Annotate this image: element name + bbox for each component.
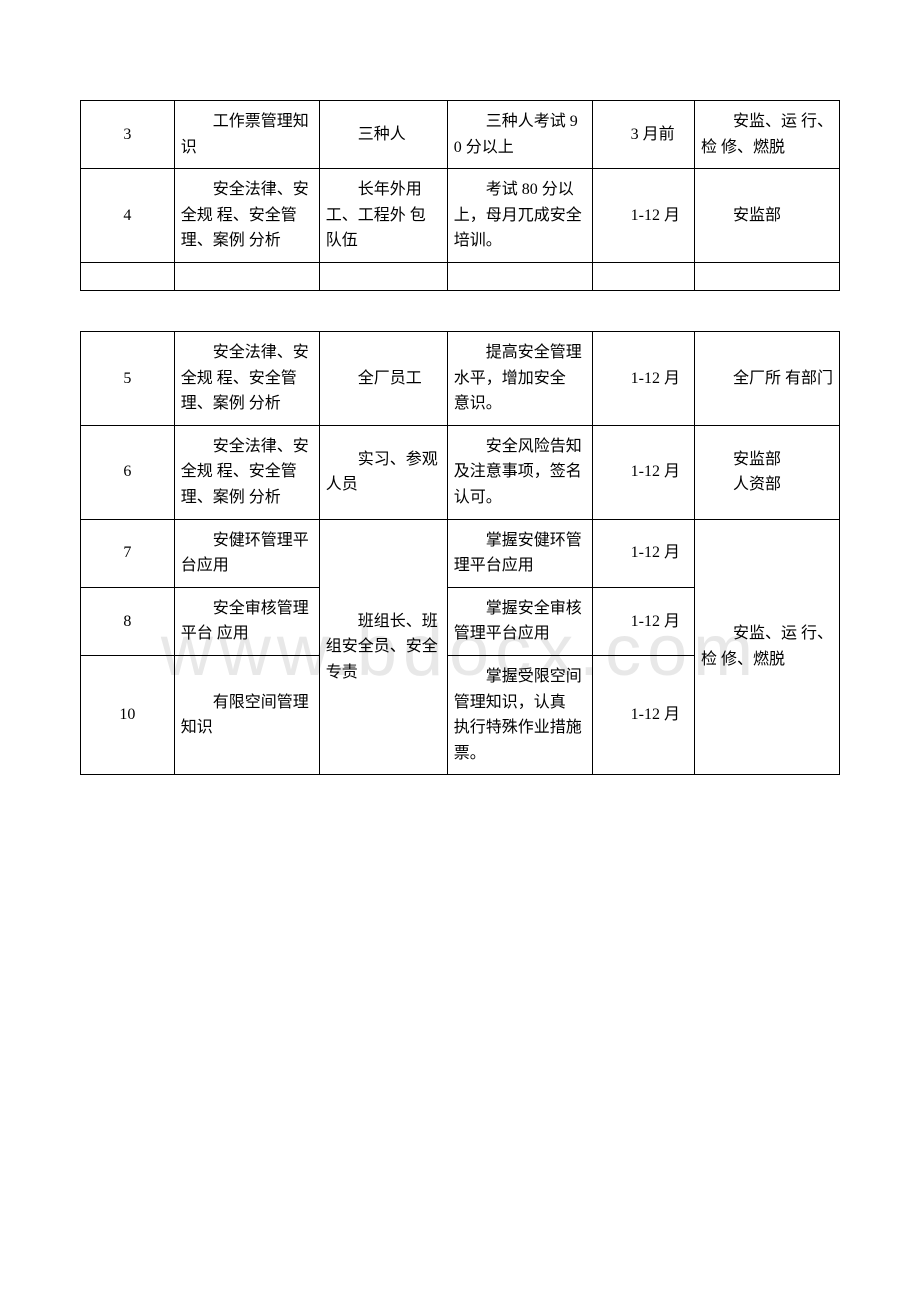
cell-content: 工作票管理知识 (174, 101, 319, 169)
cell-content: 安健环管理平台应用 (174, 519, 319, 587)
cell-index: 7 (81, 519, 175, 587)
cell-time: 1-12 月 (592, 519, 694, 587)
cell-target-merged: 班组长、班 组安全员、安全专责 (319, 519, 447, 775)
cell-content: 有限空间管理知识 (174, 655, 319, 774)
table-row: 3 工作票管理知识 三种人 三种人考试 90 分以上 3 月前 安监、运 行、检… (81, 101, 840, 169)
cell-index: 6 (81, 425, 175, 519)
cell-goal: 三种人考试 90 分以上 (447, 101, 592, 169)
table-row: 5 安全法律、安全规 程、安全管理、案例 分析 全厂员工 提高安全管理水平，增加… (81, 331, 840, 425)
table-row-empty (81, 262, 840, 290)
cell-time: 3 月前 (592, 101, 694, 169)
table-2: 5 安全法律、安全规 程、安全管理、案例 分析 全厂员工 提高安全管理水平，增加… (80, 331, 840, 775)
cell-content: 安全法律、安全规 程、安全管理、案例 分析 (174, 169, 319, 263)
cell-target: 实习、参观 人员 (319, 425, 447, 519)
cell-time: 1-12 月 (592, 169, 694, 263)
cell-goal: 掌握受限空间管理知识，认真 执行特殊作业措施票。 (447, 655, 592, 774)
table-row: 6 安全法律、安全规 程、安全管理、案例 分析 实习、参观 人员 安全风险告知及… (81, 425, 840, 519)
table-1: 3 工作票管理知识 三种人 三种人考试 90 分以上 3 月前 安监、运 行、检… (80, 100, 840, 291)
cell-content: 安全法律、安全规 程、安全管理、案例 分析 (174, 425, 319, 519)
cell-goal: 掌握安健环管理平台应用 (447, 519, 592, 587)
cell-dept-merged: 安监、运 行、检 修、燃脱 (694, 519, 839, 775)
table-row: 4 安全法律、安全规 程、安全管理、案例 分析 长年外用 工、工程外 包队伍 考… (81, 169, 840, 263)
cell-content: 安全法律、安全规 程、安全管理、案例 分析 (174, 331, 319, 425)
cell-index: 10 (81, 655, 175, 774)
cell-index: 4 (81, 169, 175, 263)
cell-time: 1-12 月 (592, 331, 694, 425)
cell-index: 5 (81, 331, 175, 425)
cell-time: 1-12 月 (592, 425, 694, 519)
cell-time: 1-12 月 (592, 587, 694, 655)
cell-content: 安全审核管理平台 应用 (174, 587, 319, 655)
cell-target: 长年外用 工、工程外 包队伍 (319, 169, 447, 263)
cell-dept: 安监、运 行、检 修、燃脱 (694, 101, 839, 169)
cell-dept: 安监部 (694, 169, 839, 263)
cell-goal: 掌握安全审核管理平台应用 (447, 587, 592, 655)
table-row: 7 安健环管理平台应用 班组长、班 组安全员、安全专责 掌握安健环管理平台应用 … (81, 519, 840, 587)
cell-goal: 提高安全管理水平，增加安全 意识。 (447, 331, 592, 425)
cell-dept: 安监部 人资部 (694, 425, 839, 519)
cell-index: 8 (81, 587, 175, 655)
cell-target: 三种人 (319, 101, 447, 169)
cell-dept: 全厂所 有部门 (694, 331, 839, 425)
cell-goal: 安全风险告知及注意事项，签名认可。 (447, 425, 592, 519)
cell-index: 3 (81, 101, 175, 169)
cell-target: 全厂员工 (319, 331, 447, 425)
cell-goal: 考试 80 分以上，母月兀成安全 培训。 (447, 169, 592, 263)
cell-time: 1-12 月 (592, 655, 694, 774)
